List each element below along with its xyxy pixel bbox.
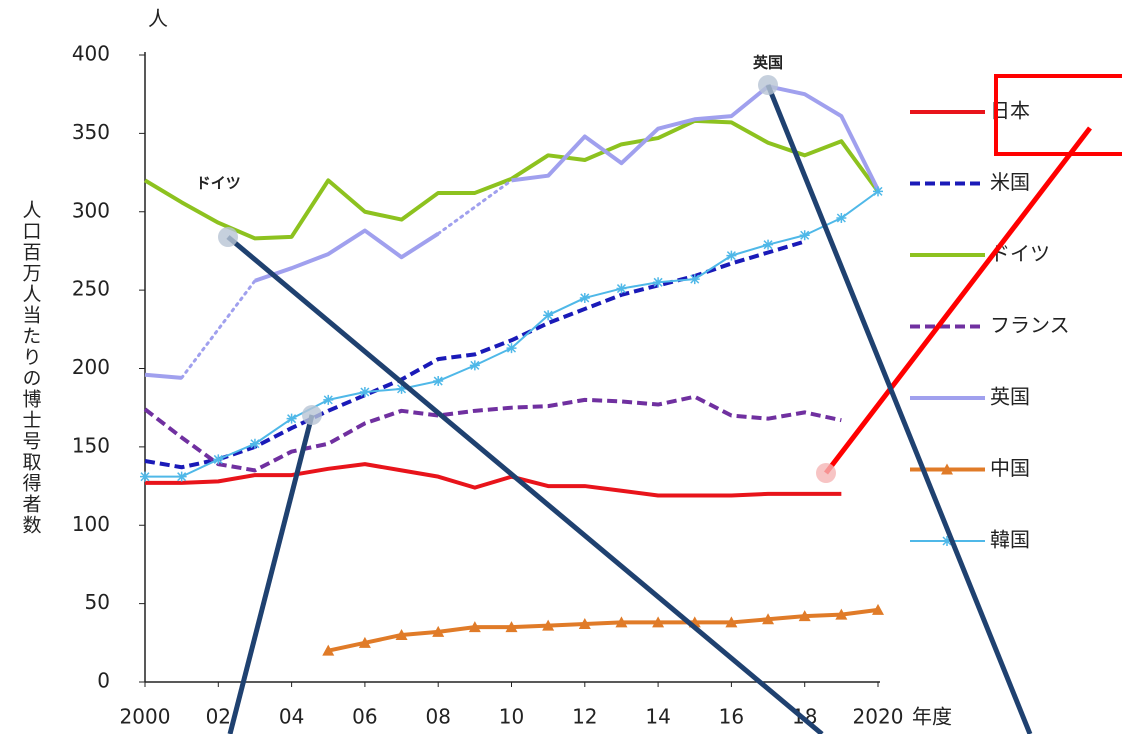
series-line bbox=[144, 239, 806, 470]
marker bbox=[873, 186, 883, 197]
legend-label: ドイツ bbox=[990, 242, 1050, 266]
x-tick-label: 16 bbox=[719, 705, 744, 729]
marker bbox=[249, 438, 260, 449]
marker bbox=[469, 360, 480, 371]
y-tick-label: 300 bbox=[72, 198, 110, 222]
y-tick-label: 50 bbox=[85, 590, 110, 614]
x-tick-label: 08 bbox=[425, 705, 450, 729]
marker bbox=[653, 277, 664, 288]
legend-marker bbox=[942, 536, 952, 546]
marker bbox=[689, 274, 700, 285]
x-tick-label: 18 bbox=[792, 705, 817, 729]
y-tick-label: 0 bbox=[97, 669, 110, 693]
x-tick-label: 10 bbox=[499, 705, 524, 729]
marker bbox=[616, 283, 627, 294]
marker bbox=[579, 292, 590, 303]
marker bbox=[213, 454, 224, 465]
y-tick-label: 100 bbox=[72, 512, 110, 536]
marker bbox=[396, 383, 407, 394]
legend-label: 日本 bbox=[990, 99, 1030, 123]
marker bbox=[543, 310, 554, 321]
series-line bbox=[145, 190, 879, 478]
x-tick-label: 2000 bbox=[120, 705, 171, 729]
marker bbox=[506, 343, 517, 354]
y-tick-label: 400 bbox=[72, 42, 110, 66]
marker bbox=[140, 471, 150, 482]
marker bbox=[323, 394, 334, 405]
series-line bbox=[144, 84, 880, 380]
marker bbox=[176, 471, 187, 482]
x-tick-label: 06 bbox=[352, 705, 377, 729]
series-line bbox=[143, 394, 842, 473]
x-tick-label: 2020 bbox=[853, 705, 904, 729]
marker bbox=[726, 250, 737, 261]
series-line bbox=[327, 607, 879, 653]
y-tick-label: 250 bbox=[72, 277, 110, 301]
x-tick-label: 02 bbox=[206, 705, 231, 729]
annotation: 英国 bbox=[753, 53, 783, 71]
x-tick-label: 12 bbox=[572, 705, 597, 729]
legend-label: 中国 bbox=[990, 456, 1030, 480]
marker bbox=[763, 239, 774, 250]
y-tick-label: 350 bbox=[72, 120, 110, 144]
legend-label: 英国 bbox=[990, 385, 1030, 409]
marker bbox=[286, 413, 297, 424]
y-tick-label: 200 bbox=[72, 355, 110, 379]
legend-label: 韓国 bbox=[990, 528, 1030, 552]
marker bbox=[433, 376, 444, 387]
gap-connector bbox=[180, 279, 257, 380]
x-axis-label: 年度 bbox=[912, 705, 952, 729]
y-axis-label: 人口百万人当たりの博士号取得者数 bbox=[20, 200, 42, 536]
legend-label: フランス bbox=[990, 313, 1070, 337]
legend-label: 米国 bbox=[990, 170, 1030, 194]
x-tick-label: 14 bbox=[645, 705, 670, 729]
x-tick-label: 04 bbox=[279, 705, 304, 729]
marker bbox=[836, 213, 847, 224]
marker bbox=[359, 387, 370, 398]
annotation: ドイツ bbox=[196, 174, 241, 192]
gap-connector bbox=[436, 178, 513, 236]
y-unit: 人 bbox=[148, 7, 168, 31]
marker bbox=[799, 230, 810, 241]
y-tick-label: 150 bbox=[72, 433, 110, 457]
